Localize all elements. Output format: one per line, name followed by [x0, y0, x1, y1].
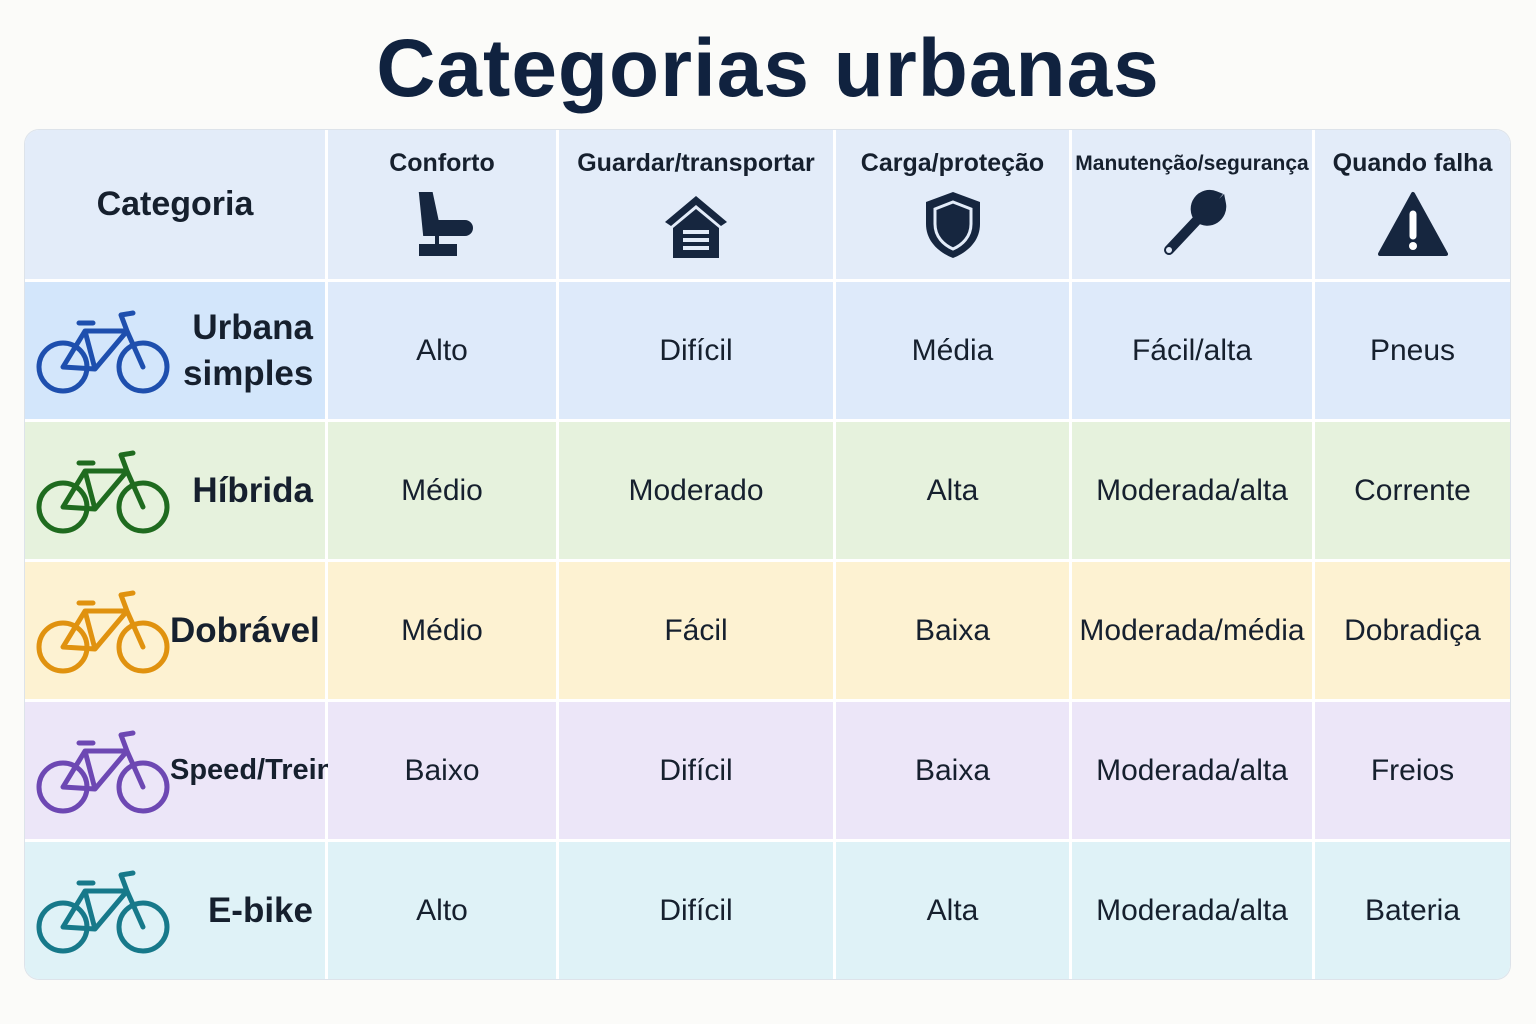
table-cell: Difícil	[559, 702, 833, 839]
seat-icon	[418, 192, 473, 256]
cell-text: Difícil	[659, 753, 733, 787]
table-cell: Difícil	[559, 842, 833, 979]
table-cell: Freios	[1315, 702, 1510, 839]
warning-icon	[1377, 192, 1448, 256]
header-cell: Manutenção/segurança	[1072, 130, 1312, 279]
garage-icon	[665, 196, 727, 258]
bike-icon	[35, 441, 170, 541]
header-cell: Categoria	[25, 130, 325, 279]
cell-text: Pneus	[1369, 333, 1456, 367]
table-cell: Corrente	[1315, 422, 1510, 559]
cell-text: Alta	[926, 473, 979, 507]
cell-text: Alta	[926, 893, 979, 927]
cell-text: Bateria	[1364, 893, 1461, 927]
cell-text: Baixa	[914, 613, 991, 647]
table-cell: Baixa	[836, 562, 1069, 699]
cell-text: Moderado	[628, 473, 764, 507]
cell-text: Moderada/alta	[1096, 473, 1288, 507]
cell-text: Moderada/média	[1079, 613, 1305, 647]
table-cell: Baixo	[328, 702, 556, 839]
header-text: Guardar/transportar	[577, 149, 815, 177]
shield-icon	[925, 192, 980, 258]
cell-text: Média	[911, 333, 994, 367]
header-text: Categoria	[96, 185, 254, 223]
header-cell: Carga/proteção	[836, 130, 1069, 279]
table-cell: Médio	[328, 422, 556, 559]
cell-text: Médio	[401, 473, 483, 507]
table: Categoria Conforto Guardar/transportar C…	[25, 130, 1510, 979]
table-cell: Bateria	[1315, 842, 1510, 979]
cell-text: Difícil	[659, 333, 733, 367]
cell-text: Moderada/alta	[1096, 893, 1288, 927]
table-cell: Moderada/alta	[1072, 702, 1312, 839]
header-cell: Guardar/transportar	[559, 130, 833, 279]
table-cell: Baixa	[836, 702, 1069, 839]
cell-text: Dobradiça	[1344, 613, 1481, 647]
header-text: Manutenção/segurança	[1075, 151, 1309, 175]
header-text: Conforto	[389, 149, 495, 177]
cell-text: Baixo	[404, 753, 480, 787]
category-cell: Dobrável	[25, 562, 325, 699]
category-name: Speed/Treino	[170, 753, 353, 786]
cell-text: Alto	[416, 893, 468, 927]
title: Categorias urbanas	[376, 23, 1160, 114]
category-cell: Urbana simples	[25, 282, 325, 419]
table-cell: Pneus	[1315, 282, 1510, 419]
table-cell: Média	[836, 282, 1069, 419]
header-cell: Quando falha	[1315, 130, 1510, 279]
table-cell: Moderado	[559, 422, 833, 559]
header-text: Quando falha	[1332, 149, 1493, 177]
bike-icon	[35, 861, 170, 961]
bike-icon	[35, 581, 170, 681]
table-cell: Difícil	[559, 282, 833, 419]
category-cell: E-bike	[25, 842, 325, 979]
cell-text: Alto	[416, 333, 468, 367]
table-cell: Alta	[836, 422, 1069, 559]
cell-text: Freios	[1370, 753, 1455, 787]
bike-icon	[35, 721, 170, 821]
cell-text: Difícil	[659, 893, 733, 927]
cell-text: Corrente	[1354, 473, 1471, 507]
cell-text: Baixa	[914, 753, 991, 787]
table-cell: Dobradiça	[1315, 562, 1510, 699]
table-cell: Fácil/alta	[1072, 282, 1312, 419]
cell-text: Médio	[401, 613, 483, 647]
table-cell: Moderada/alta	[1072, 842, 1312, 979]
header-cell: Conforto	[328, 130, 556, 279]
category-name: Urbana simples	[183, 308, 314, 393]
category-name: Híbrida	[192, 470, 313, 510]
table-cell: Moderada/média	[1072, 562, 1312, 699]
table-cell: Médio	[328, 562, 556, 699]
table-cell: Moderada/alta	[1072, 422, 1312, 559]
category-cell: Speed/Treino	[25, 702, 352, 839]
category-name: E-bike	[207, 890, 313, 930]
header-text: Carga/proteção	[860, 149, 1045, 177]
category-name: Dobrável	[170, 610, 320, 650]
table-cell: Alta	[836, 842, 1069, 979]
cell-text: Moderada/alta	[1096, 753, 1288, 787]
wrench-icon	[1164, 189, 1227, 255]
table-cell: Alto	[328, 842, 556, 979]
cell-text: Fácil/alta	[1131, 333, 1253, 367]
table-cell: Alto	[328, 282, 556, 419]
cell-text: Fácil	[664, 613, 728, 647]
table-cell: Fácil	[559, 562, 833, 699]
bike-icon	[35, 301, 170, 401]
category-cell: Híbrida	[25, 422, 325, 559]
